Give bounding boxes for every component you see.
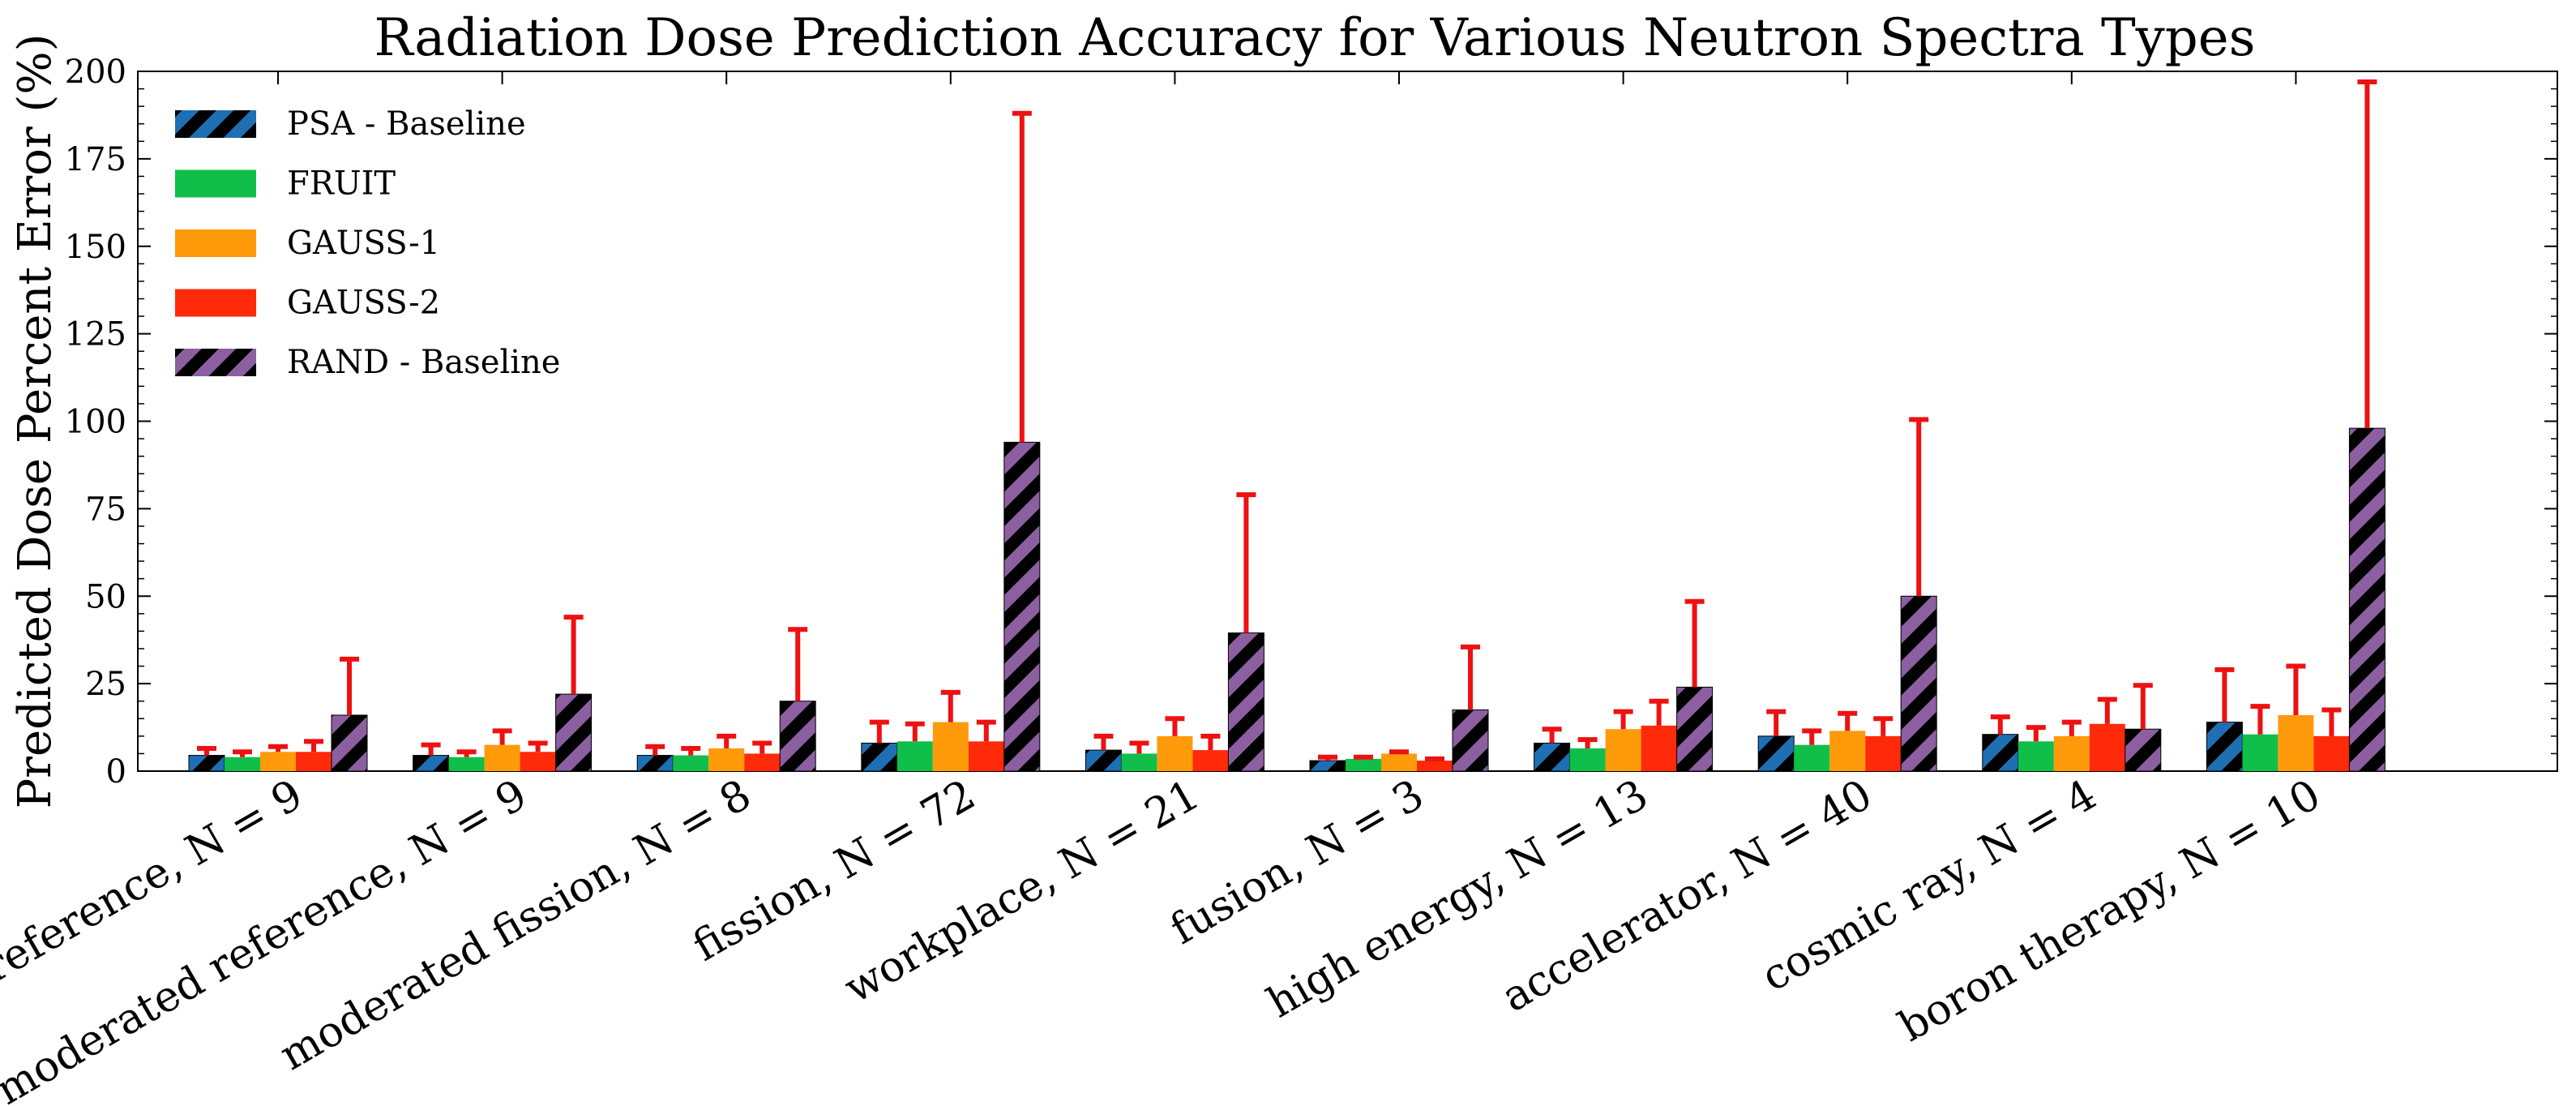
bar-3 bbox=[2053, 735, 2090, 771]
bar-3 bbox=[1829, 731, 1866, 771]
y-tick-label: 125 bbox=[65, 316, 126, 354]
bar-5 bbox=[1452, 709, 1489, 772]
y-tick-label: 75 bbox=[85, 491, 126, 528]
bar-3 bbox=[708, 748, 745, 771]
bar-4 bbox=[1865, 735, 1902, 771]
bar-2 bbox=[1794, 744, 1830, 771]
bar-5 bbox=[1900, 595, 1937, 772]
bar-5 bbox=[1227, 632, 1264, 772]
legend: PSA - Baseline FRUIT GAUSS-1 GAUSS-2 RAND - … bbox=[175, 105, 560, 381]
bar-1 bbox=[2206, 722, 2243, 772]
bar-2 bbox=[2018, 741, 2054, 771]
legend-label-3: GAUSS-1 bbox=[287, 225, 440, 262]
bar-2 bbox=[225, 757, 260, 771]
legend-swatch-1 bbox=[175, 110, 256, 138]
y-tick-label: 150 bbox=[65, 229, 126, 266]
legend-swatch-4 bbox=[175, 289, 256, 317]
bar-1 bbox=[413, 755, 450, 772]
legend-label-1: PSA - Baseline bbox=[287, 105, 526, 143]
legend-swatch-3 bbox=[175, 229, 256, 257]
bar-5 bbox=[2125, 728, 2162, 772]
bar-5 bbox=[779, 701, 816, 772]
bar-4 bbox=[1192, 750, 1229, 771]
y-axis-label: Predicted Dose Percent Error (%) bbox=[9, 34, 62, 809]
y-tick-label: 50 bbox=[85, 578, 126, 615]
bar-2 bbox=[448, 757, 485, 771]
y-tick-label: 175 bbox=[65, 141, 126, 178]
y-tick-label: 100 bbox=[65, 404, 126, 441]
bar-1 bbox=[861, 742, 898, 772]
bar-4 bbox=[520, 752, 556, 771]
bar-3 bbox=[1157, 735, 1193, 771]
chart-title: Radiation Dose Prediction Accuracy for V… bbox=[374, 8, 2256, 68]
bar-2 bbox=[896, 741, 933, 771]
bar-1 bbox=[1309, 760, 1346, 772]
bar-1 bbox=[1534, 742, 1571, 772]
bar-1 bbox=[1085, 749, 1122, 772]
bar-4 bbox=[744, 753, 781, 771]
bar-3 bbox=[1605, 729, 1641, 771]
bar-5 bbox=[1003, 441, 1041, 772]
bar-1 bbox=[1757, 735, 1795, 772]
bar-5 bbox=[2348, 427, 2386, 772]
bar-5 bbox=[331, 714, 368, 772]
bar-4 bbox=[2089, 723, 2125, 771]
bar-3 bbox=[484, 744, 520, 771]
bar-1 bbox=[1982, 734, 2019, 772]
bar-1 bbox=[636, 755, 674, 772]
bar-2 bbox=[2242, 734, 2279, 771]
legend-label-2: FRUIT bbox=[287, 165, 396, 203]
y-tick-label: 200 bbox=[65, 54, 126, 91]
bar-2 bbox=[1569, 748, 1606, 771]
bar-1 bbox=[188, 755, 225, 772]
bar-4 bbox=[296, 752, 332, 771]
y-tick-label: 25 bbox=[85, 666, 126, 703]
legend-label-4: GAUSS-2 bbox=[287, 285, 440, 322]
bar-3 bbox=[2278, 714, 2314, 771]
bar-5 bbox=[555, 693, 593, 772]
y-tick-label: 0 bbox=[106, 753, 126, 791]
bar-4 bbox=[1641, 725, 1677, 771]
bar-2 bbox=[673, 755, 709, 771]
bar-5 bbox=[1676, 686, 1714, 772]
bar-3 bbox=[932, 722, 969, 771]
bar-4 bbox=[968, 741, 1004, 771]
legend-swatch-5 bbox=[175, 349, 256, 376]
bar-4 bbox=[2313, 735, 2350, 771]
bar-4 bbox=[1417, 761, 1453, 771]
bar-3 bbox=[1381, 753, 1417, 771]
legend-swatch-2 bbox=[175, 169, 256, 198]
legend-label-5: RAND - Baseline bbox=[287, 344, 560, 381]
bar-3 bbox=[260, 752, 296, 771]
bar-2 bbox=[1346, 758, 1381, 771]
bar-2 bbox=[1121, 753, 1157, 771]
